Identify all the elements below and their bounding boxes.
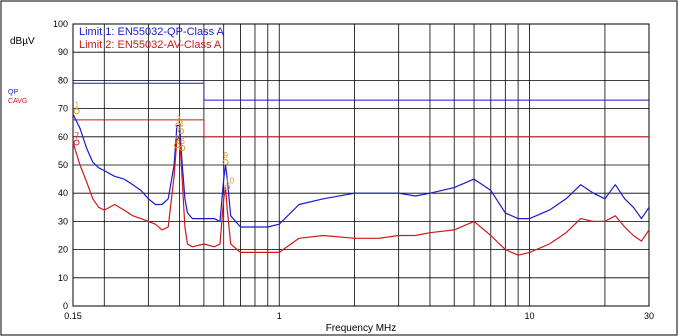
y-tick-label: 10 bbox=[58, 273, 68, 283]
x-tick-label: 10 bbox=[525, 311, 535, 321]
limit-lines bbox=[73, 82, 649, 138]
series-line bbox=[72, 136, 650, 256]
peak-marker bbox=[173, 142, 180, 149]
side-label-qp: QP bbox=[8, 89, 18, 96]
peak-marker bbox=[73, 108, 80, 115]
y-tick-label: 70 bbox=[58, 104, 68, 114]
y-tick-label: 100 bbox=[53, 19, 68, 29]
x-tick-label: 1 bbox=[277, 311, 282, 321]
y-tick-label: 90 bbox=[58, 47, 68, 57]
y-tick-label: 40 bbox=[58, 188, 68, 198]
x-axis-label: Frequency MHz bbox=[326, 323, 397, 334]
peak-marker-label: 9 bbox=[224, 151, 229, 160]
peak-marker-label: 6 bbox=[180, 137, 185, 146]
x-tick-label: 30 bbox=[644, 311, 654, 321]
series-lines bbox=[72, 113, 650, 256]
y-tick-labels: 0 10 20 30 40 50 60 70 80 90 100 bbox=[53, 19, 68, 311]
peak-marker-label: 3 bbox=[176, 115, 181, 124]
markers: 1 7 34 5 6 9 10 bbox=[73, 100, 235, 191]
y-tick-label: 20 bbox=[58, 245, 68, 255]
y-tick-label: 0 bbox=[63, 301, 68, 311]
peak-marker bbox=[224, 184, 231, 191]
x-tick-labels: 0.15 1 10 30 bbox=[64, 311, 654, 321]
peak-marker-label: 1 bbox=[75, 100, 80, 109]
peak-marker bbox=[179, 145, 186, 152]
legend-entry-limit-2: Limit 2: EN55032-AV-Class A bbox=[79, 39, 222, 51]
y-tick-label: 80 bbox=[58, 75, 68, 85]
y-tick-label: 30 bbox=[58, 216, 68, 226]
peak-marker-label: 7 bbox=[75, 131, 80, 140]
side-label-cavg: CAVG bbox=[8, 98, 27, 105]
peak-marker-label: 5 bbox=[175, 134, 180, 143]
peak-marker bbox=[73, 139, 80, 146]
peak-marker-label: 10 bbox=[225, 177, 234, 186]
legend-entry-limit-1: Limit 1: EN55032-QP-Class A bbox=[79, 26, 225, 38]
grid bbox=[73, 24, 649, 306]
series-line bbox=[72, 113, 650, 228]
y-tick-label: 60 bbox=[58, 132, 68, 142]
y-axis-label: dBµV bbox=[10, 36, 35, 47]
y-tick-label: 50 bbox=[58, 160, 68, 170]
x-tick-label: 0.15 bbox=[64, 311, 82, 321]
peak-marker bbox=[222, 159, 229, 166]
peak-marker bbox=[175, 122, 182, 129]
peak-marker-label: 4 bbox=[179, 120, 184, 129]
peak-marker bbox=[177, 128, 184, 135]
